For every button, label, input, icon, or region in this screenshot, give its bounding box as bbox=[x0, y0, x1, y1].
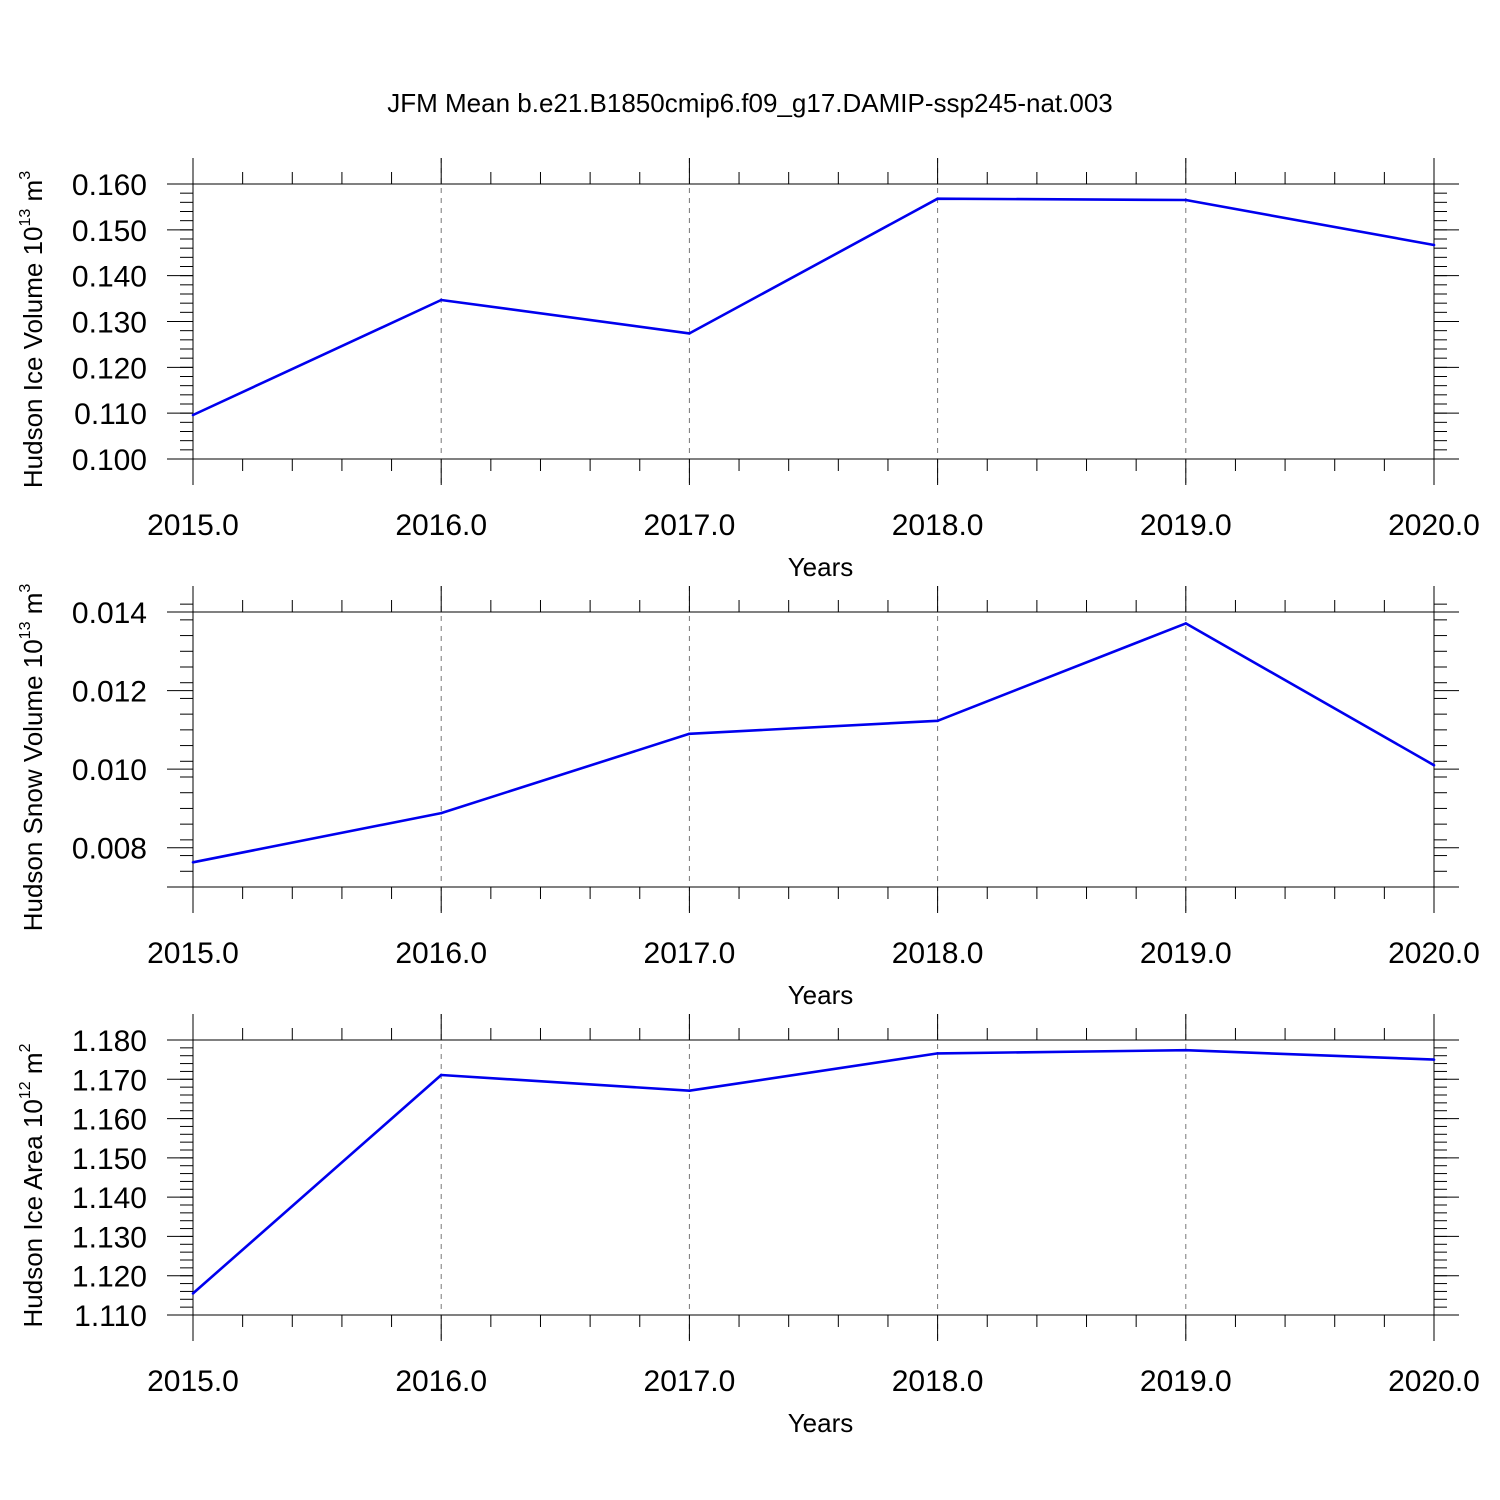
y-tick-label: 0.010 bbox=[72, 754, 147, 787]
x-tick-label: 2015.0 bbox=[147, 1365, 239, 1398]
y-tick-label: 1.150 bbox=[72, 1143, 147, 1176]
y-tick-label: 0.150 bbox=[72, 215, 147, 248]
y-axis-title: Hudson Snow Volume 1013 m3 bbox=[17, 584, 48, 932]
x-tick-label: 2019.0 bbox=[1140, 937, 1232, 970]
x-tick-label: 2018.0 bbox=[892, 509, 984, 542]
x-tick-label: 2020.0 bbox=[1388, 509, 1480, 542]
data-point bbox=[1432, 1058, 1436, 1061]
x-tick-label: 2016.0 bbox=[395, 509, 487, 542]
panel-1: 2015.0 2016.0 2017.0 2018.0 2019.0 2020.0 0.10… bbox=[17, 158, 1480, 582]
y-tick-label: 1.170 bbox=[72, 1064, 147, 1097]
y-axis-title: Hudson Ice Volume 1013 m3 bbox=[17, 171, 48, 488]
y-tick-label: 0.012 bbox=[72, 676, 147, 709]
y-tick-label: 1.110 bbox=[74, 1300, 147, 1333]
series-line bbox=[192, 197, 1435, 417]
data-point bbox=[1432, 763, 1436, 767]
data-point bbox=[439, 298, 443, 302]
x-tick-label: 2015.0 bbox=[147, 509, 239, 542]
y-tick-label: 0.140 bbox=[72, 261, 147, 294]
y-tick-label: 0.014 bbox=[72, 597, 147, 630]
data-point bbox=[1184, 198, 1188, 202]
data-point bbox=[1432, 243, 1436, 247]
data-point bbox=[1184, 1048, 1188, 1052]
x-axis-title: Years bbox=[788, 980, 854, 1010]
x-tick-label: 2016.0 bbox=[395, 937, 487, 970]
x-tick-label: 2017.0 bbox=[644, 509, 736, 542]
x-tick-label: 2018.0 bbox=[892, 937, 984, 970]
x-tick-label: 2015.0 bbox=[147, 937, 239, 970]
panel-3: 2015.0 2016.0 2017.0 2018.0 2019.0 2020.0 1.11… bbox=[17, 1014, 1480, 1438]
y-tick-label: 1.130 bbox=[72, 1221, 147, 1254]
chart-title: JFM Mean b.e21.B1850cmip6.f09_g17.DAMIP-… bbox=[387, 88, 1113, 118]
y-tick-label: 0.100 bbox=[72, 444, 147, 477]
y-tick-label: 1.160 bbox=[72, 1104, 147, 1137]
data-point bbox=[191, 1292, 195, 1295]
x-tick-label: 2019.0 bbox=[1140, 1365, 1232, 1398]
data-point bbox=[191, 413, 195, 417]
chart-panels: 2015.0 2016.0 2017.0 2018.0 2019.0 2020.0 0.10… bbox=[17, 158, 1480, 1438]
x-tick-label: 2017.0 bbox=[644, 1365, 736, 1398]
y-tick-label: 0.008 bbox=[72, 833, 147, 866]
series-line bbox=[192, 622, 1435, 864]
data-point bbox=[936, 197, 939, 200]
x-tick-label: 2020.0 bbox=[1388, 937, 1480, 970]
x-tick-label: 2017.0 bbox=[644, 937, 736, 970]
x-axis-title: Years bbox=[788, 1408, 854, 1438]
data-point bbox=[191, 860, 195, 864]
data-point bbox=[1184, 622, 1188, 625]
data-point bbox=[439, 1073, 443, 1077]
y-tick-label: 0.110 bbox=[74, 398, 147, 431]
series-line bbox=[192, 1048, 1435, 1295]
y-axis-title: Hudson Ice Area 1012 m2 bbox=[17, 1043, 48, 1327]
y-tick-label: 0.130 bbox=[72, 307, 147, 340]
data-point bbox=[936, 719, 939, 723]
y-tick-label: 1.140 bbox=[72, 1182, 147, 1215]
y-tick-label: 1.180 bbox=[72, 1025, 147, 1058]
x-tick-label: 2020.0 bbox=[1388, 1365, 1480, 1398]
data-point bbox=[936, 1052, 939, 1055]
x-tick-label: 2016.0 bbox=[395, 1365, 487, 1398]
data-point bbox=[439, 811, 443, 815]
panel-2: 2015.0 2016.0 2017.0 2018.0 2019.0 2020.0 0.00… bbox=[17, 584, 1480, 1010]
y-tick-label: 0.120 bbox=[72, 352, 147, 385]
y-tick-label: 0.160 bbox=[72, 169, 147, 202]
data-point bbox=[688, 332, 691, 335]
x-tick-label: 2019.0 bbox=[1140, 509, 1232, 542]
x-tick-label: 2018.0 bbox=[892, 1365, 984, 1398]
data-point bbox=[688, 1089, 691, 1092]
y-tick-label: 1.120 bbox=[72, 1261, 147, 1294]
data-point bbox=[688, 732, 691, 736]
x-axis-title: Years bbox=[788, 552, 854, 582]
